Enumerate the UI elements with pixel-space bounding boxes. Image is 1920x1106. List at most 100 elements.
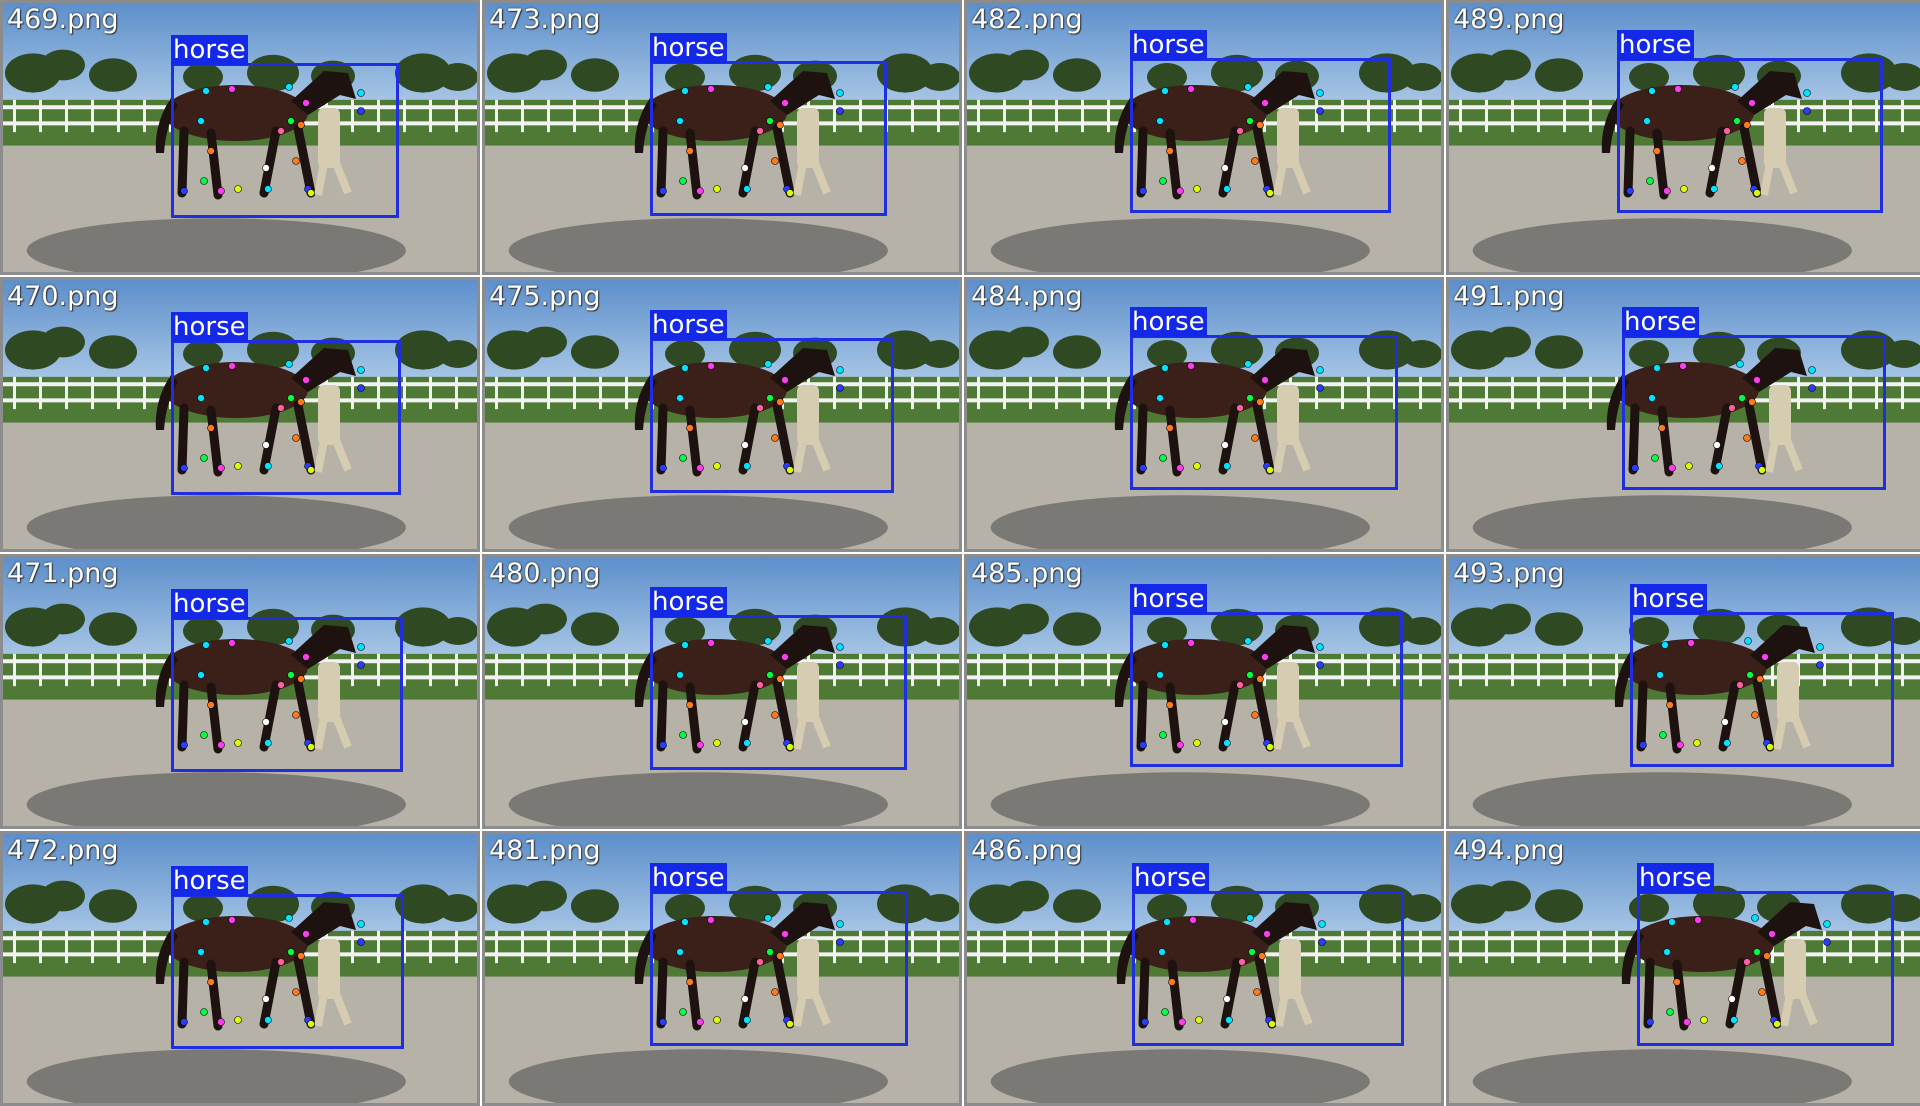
horse-figure bbox=[1601, 71, 1811, 200]
keypoint bbox=[1823, 938, 1831, 946]
frame-tile[interactable]: horse 494.png bbox=[1446, 831, 1920, 1106]
fence-post bbox=[1393, 376, 1396, 410]
keypoint bbox=[292, 988, 300, 996]
horse-leg bbox=[259, 403, 281, 475]
tree bbox=[41, 603, 85, 635]
frame-tile[interactable]: horse 482.png bbox=[964, 0, 1444, 275]
scene-image bbox=[485, 280, 959, 549]
fence-post bbox=[455, 99, 458, 133]
keypoint bbox=[786, 743, 794, 751]
frame-filename: 484.png bbox=[971, 281, 1083, 312]
frame-tile[interactable]: horse 489.png bbox=[1446, 0, 1920, 275]
frame-filename: 469.png bbox=[7, 4, 119, 35]
tree bbox=[1487, 880, 1531, 912]
tree bbox=[1693, 331, 1745, 369]
keypoint bbox=[1753, 189, 1761, 197]
keypoint bbox=[686, 701, 694, 709]
horse-leg bbox=[259, 680, 281, 752]
fence-post bbox=[859, 653, 862, 687]
frame-tile[interactable]: horse 473.png bbox=[482, 0, 962, 275]
keypoint bbox=[287, 671, 295, 679]
tree bbox=[1693, 885, 1745, 923]
frame-tile[interactable]: horse 480.png bbox=[482, 554, 962, 829]
tree bbox=[89, 58, 137, 92]
detection-bbox bbox=[1617, 58, 1883, 213]
tree bbox=[1535, 58, 1583, 92]
horse-leg bbox=[1739, 123, 1762, 198]
keypoint bbox=[1683, 1018, 1691, 1026]
fence-post bbox=[1055, 653, 1058, 687]
detection-label: horse bbox=[1617, 30, 1694, 60]
horse-leg bbox=[1218, 680, 1240, 752]
keypoint bbox=[1673, 978, 1681, 986]
fence-post bbox=[1081, 376, 1084, 410]
detection-bbox bbox=[1130, 335, 1398, 490]
keypoint bbox=[786, 466, 794, 474]
keypoint bbox=[756, 958, 764, 966]
keypoint bbox=[836, 661, 844, 669]
horse-leg bbox=[1705, 126, 1727, 198]
fence-post bbox=[1615, 653, 1618, 687]
keypoint bbox=[741, 164, 749, 172]
tree bbox=[395, 607, 451, 647]
horse-leg bbox=[1623, 126, 1635, 198]
fence-post bbox=[1901, 376, 1904, 410]
fence-post bbox=[455, 376, 458, 410]
scene-image bbox=[3, 3, 477, 272]
frame-filename: 470.png bbox=[7, 281, 119, 312]
horse-leg bbox=[772, 123, 795, 198]
keypoint bbox=[836, 89, 844, 97]
frame-tile[interactable]: horse 486.png bbox=[964, 831, 1444, 1106]
scene-image bbox=[1449, 557, 1920, 826]
horse-figure bbox=[1606, 348, 1816, 477]
keypoint bbox=[1158, 948, 1166, 956]
keypoint bbox=[786, 189, 794, 197]
frame-tile[interactable]: horse 469.png bbox=[0, 0, 480, 275]
keypoint bbox=[771, 988, 779, 996]
frame-tile[interactable]: horse 484.png bbox=[964, 277, 1444, 552]
keypoint bbox=[659, 187, 667, 195]
frame-tile[interactable]: horse 470.png bbox=[0, 277, 480, 552]
keypoint bbox=[285, 360, 293, 368]
fence-post bbox=[521, 99, 524, 133]
tree bbox=[1359, 330, 1415, 370]
keypoint bbox=[1244, 637, 1252, 645]
fence-post bbox=[1393, 930, 1396, 964]
horse-leg bbox=[1710, 403, 1732, 475]
frame-tile[interactable]: horse 472.png bbox=[0, 831, 480, 1106]
detection-bbox bbox=[650, 61, 887, 216]
tree bbox=[438, 617, 477, 645]
keypoint bbox=[743, 185, 751, 193]
keypoint bbox=[1246, 671, 1254, 679]
horse-leg bbox=[738, 403, 760, 475]
keypoint bbox=[679, 177, 687, 185]
frame-tile[interactable]: horse 471.png bbox=[0, 554, 480, 829]
frame-tile[interactable]: horse 475.png bbox=[482, 277, 962, 552]
frame-tile[interactable]: horse 485.png bbox=[964, 554, 1444, 829]
keypoint bbox=[287, 117, 295, 125]
keypoint bbox=[228, 639, 236, 647]
keypoint bbox=[1187, 85, 1195, 93]
frame-tile[interactable]: horse 481.png bbox=[482, 831, 962, 1106]
keypoint bbox=[302, 930, 310, 938]
fence-post bbox=[495, 376, 498, 410]
frame-tile[interactable]: horse 491.png bbox=[1446, 277, 1920, 552]
keypoint bbox=[1251, 157, 1259, 165]
frame-tile[interactable]: horse 493.png bbox=[1446, 554, 1920, 829]
fence-post bbox=[1107, 930, 1110, 964]
keypoint bbox=[1723, 127, 1731, 135]
fence-post bbox=[1107, 376, 1110, 410]
horse-body bbox=[1123, 85, 1267, 141]
keypoint bbox=[1251, 434, 1259, 442]
keypoint bbox=[357, 661, 365, 669]
keypoint bbox=[1244, 83, 1252, 91]
detection-bbox bbox=[1622, 335, 1886, 490]
keypoint bbox=[681, 641, 689, 649]
keypoint bbox=[676, 671, 684, 679]
keypoint bbox=[217, 741, 225, 749]
keypoint bbox=[1256, 675, 1264, 683]
tree bbox=[1211, 331, 1263, 369]
fence-post bbox=[39, 376, 42, 410]
fence-post bbox=[1459, 376, 1462, 410]
fence-post bbox=[1393, 653, 1396, 687]
